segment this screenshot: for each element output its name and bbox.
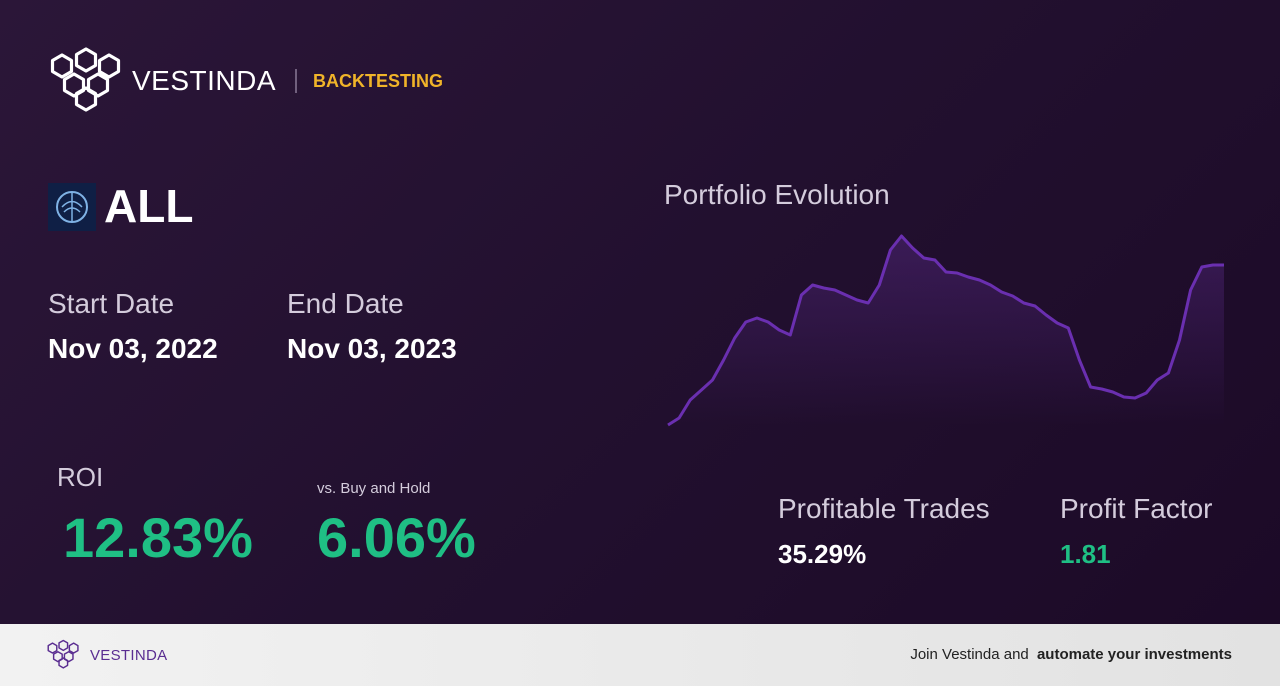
footer-cta: Join Vestinda and automate your investme… [910, 647, 1232, 662]
stat-value: 35.29% [778, 539, 867, 569]
footer-brand: VESTINDA [90, 647, 168, 664]
ticker-icon [48, 183, 96, 231]
compare-value: 6.06% [317, 506, 476, 569]
end-label: End Date [287, 288, 404, 319]
section: BACKTESTING [313, 71, 443, 91]
area [668, 236, 1224, 425]
line [667, 234, 1224, 427]
start-label: Start Date [48, 288, 175, 319]
card [0, 0, 1280, 624]
roi-value: 12.83% [63, 506, 253, 569]
stat-label: Profitable Trades [778, 493, 990, 524]
roi-label: ROI [57, 462, 104, 492]
compare-label: vs. Buy and Hold [317, 480, 431, 497]
footer-text: Join Vestinda and [910, 646, 1029, 663]
footer-logo [47, 639, 79, 669]
start-date: Nov 03, 2022 [48, 333, 218, 364]
stat-value: 1.81 [1060, 539, 1111, 569]
footer-bar [0, 624, 1280, 686]
brand: VESTINDA [132, 65, 277, 96]
footer-emphasis: automate your investments [1036, 646, 1232, 663]
stat-label: Profit Factor [1060, 493, 1213, 524]
chart-title: Portfolio Evolution [664, 179, 890, 210]
logo [50, 47, 121, 112]
ticker: ALL [104, 180, 194, 232]
end-date: Nov 03, 2023 [287, 333, 457, 364]
